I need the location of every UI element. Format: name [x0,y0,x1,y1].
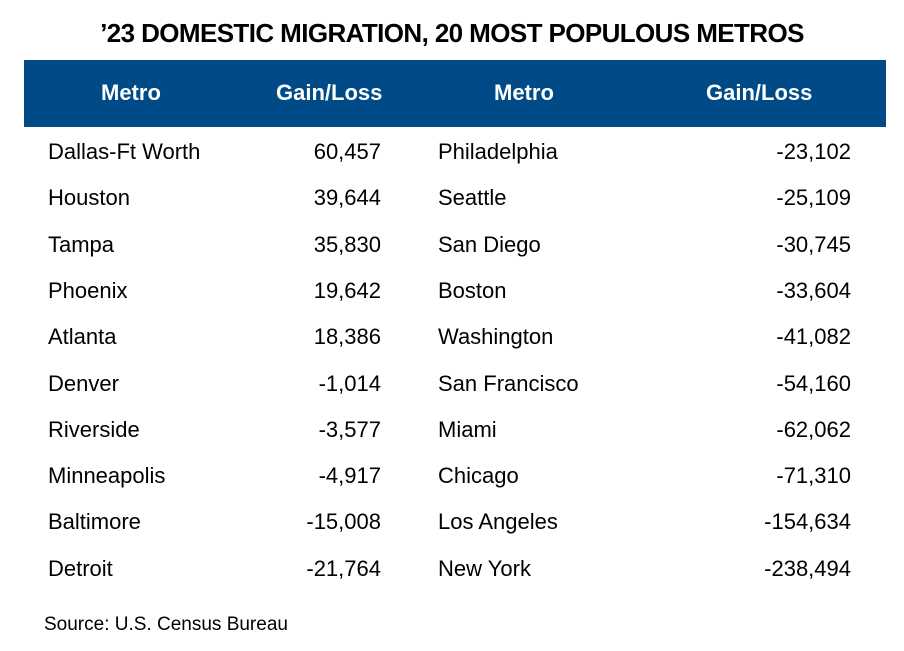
metro-cell: Dallas-Ft Worth [48,139,201,164]
value-cell: -23,102 [776,139,851,164]
metro-cell: Boston [438,277,507,303]
metro-cell: Atlanta [48,324,117,350]
metro-cell: Washington [438,324,554,350]
header-gain-loss-2: Gain/Loss [706,80,813,105]
value-cell: 18,386 [313,324,381,350]
table-row: Riverside -3,577 Miami -62,062 [0,417,904,447]
value-cell: 60,457 [313,139,381,164]
value-cell: -154,634 [764,509,851,535]
value-cell: -3,577 [318,416,381,442]
table-title: ’23 DOMESTIC MIGRATION, 20 MOST POPULOUS… [100,18,804,48]
table-row: Houston 39,644 Seattle -25,109 [0,185,904,215]
table-row: Baltimore -15,008 Los Angeles -154,634 [0,509,904,539]
value-cell: 35,830 [313,231,381,257]
value-cell: -21,764 [306,555,381,581]
value-cell: -4,917 [318,463,381,489]
value-cell: -1,014 [318,370,381,396]
metro-cell: San Francisco [438,370,579,396]
metro-cell: Detroit [48,555,113,581]
metro-cell: Seattle [438,185,507,211]
source-note: Source: U.S. Census Bureau [44,614,288,635]
value-cell: -71,310 [776,463,851,489]
value-cell: -54,160 [776,370,851,396]
value-cell: -15,008 [306,509,381,535]
metro-cell: Denver [48,370,119,396]
table-row: Atlanta 18,386 Washington -41,082 [0,324,904,354]
table-row: Dallas-Ft Worth 60,457 Philadelphia -23,102 [0,139,904,169]
table-row: Denver -1,014 San Francisco -54,160 [0,371,904,401]
metro-cell: Chicago [438,463,519,489]
metro-cell: Minneapolis [48,463,166,489]
metro-cell: Phoenix [48,277,128,303]
metro-cell: Houston [48,185,130,211]
value-cell: -41,082 [776,324,851,350]
value-cell: -33,604 [776,277,851,303]
metro-cell: Los Angeles [438,509,558,535]
metro-cell: Miami [438,416,497,442]
value-cell: -62,062 [776,416,851,442]
value-cell: -238,494 [764,555,851,581]
table-row: Detroit -21,764 New York -238,494 [0,556,904,586]
value-cell: 39,644 [313,185,381,211]
header-metro-2: Metro [494,80,554,105]
metro-cell: San Diego [438,231,541,257]
value-cell: 19,642 [313,277,381,303]
metro-cell: Tampa [48,231,115,257]
metro-cell: Riverside [48,416,140,442]
table-header: Metro Gain/Loss Metro Gain/Loss [24,60,886,127]
metro-cell: Baltimore [48,509,141,535]
table-row: Tampa 35,830 San Diego -30,745 [0,232,904,262]
table-row: Phoenix 19,642 Boston -33,604 [0,278,904,308]
table-row: Minneapolis -4,917 Chicago -71,310 [0,463,904,493]
header-metro-1: Metro [101,80,161,105]
value-cell: -30,745 [776,231,851,257]
metro-cell: Philadelphia [438,139,558,164]
metro-cell: New York [438,555,531,581]
value-cell: -25,109 [776,185,851,211]
header-gain-loss-1: Gain/Loss [276,80,383,105]
